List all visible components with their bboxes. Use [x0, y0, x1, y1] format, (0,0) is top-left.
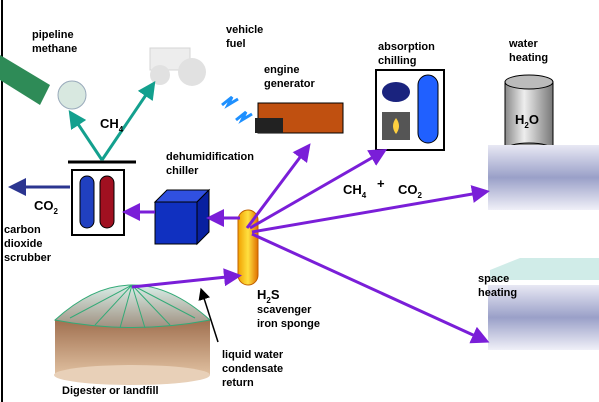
scrubber: [68, 162, 136, 235]
label: chiller: [166, 165, 199, 177]
label: condensate: [222, 363, 283, 375]
formula-main: CO: [34, 198, 54, 213]
absorption-chiller: [376, 70, 444, 150]
formula-tail: O: [529, 112, 539, 127]
label: liquid water: [222, 349, 284, 361]
formula-plus: +: [377, 176, 385, 191]
label: scavenger: [257, 304, 312, 316]
formula: H2S: [257, 287, 280, 305]
formula-sub: 2: [54, 207, 59, 216]
label: water: [508, 38, 538, 50]
formula-sub: 4: [362, 191, 367, 200]
label: heating: [478, 287, 517, 299]
label: space: [478, 273, 509, 285]
label: fuel: [226, 38, 246, 50]
formula: CO2: [398, 182, 423, 200]
formula-sub: 2: [418, 191, 423, 200]
engine-generator: [222, 97, 343, 133]
label: pipeline: [32, 29, 74, 41]
label: methane: [32, 43, 77, 55]
pipe: [0, 55, 50, 105]
label: heating: [509, 52, 548, 64]
label: Digester or landfill: [62, 385, 159, 397]
label: carbon: [4, 224, 41, 236]
formula: CH4: [100, 116, 124, 134]
formula-main: CH: [343, 182, 362, 197]
formula: CH4: [343, 182, 367, 200]
valve: [58, 81, 86, 109]
label: chilling: [378, 55, 417, 67]
label: return: [222, 377, 254, 389]
digester: [54, 285, 210, 385]
scavenger-vessel: [238, 210, 258, 285]
label: generator: [264, 78, 315, 90]
tractor: [150, 48, 206, 86]
label: iron sponge: [257, 318, 320, 330]
dehumidifier-cube: [155, 190, 209, 244]
label: scrubber: [4, 252, 52, 264]
diagram: pipeline methane vehicle fuel engine gen…: [0, 0, 599, 402]
label: dioxide: [4, 238, 43, 250]
formula-main: H: [515, 112, 524, 127]
label: engine: [264, 64, 299, 76]
label: vehicle: [226, 24, 263, 36]
formula-main: CO: [398, 182, 418, 197]
flame-image: [488, 145, 599, 210]
formula: CO2: [34, 198, 59, 216]
formula-main: H: [257, 287, 266, 302]
formula-sub: 4: [119, 125, 124, 134]
label: absorption: [378, 41, 435, 53]
formula-main: CH: [100, 116, 119, 131]
label: dehumidification: [166, 151, 254, 163]
formula-tail: S: [271, 287, 280, 302]
